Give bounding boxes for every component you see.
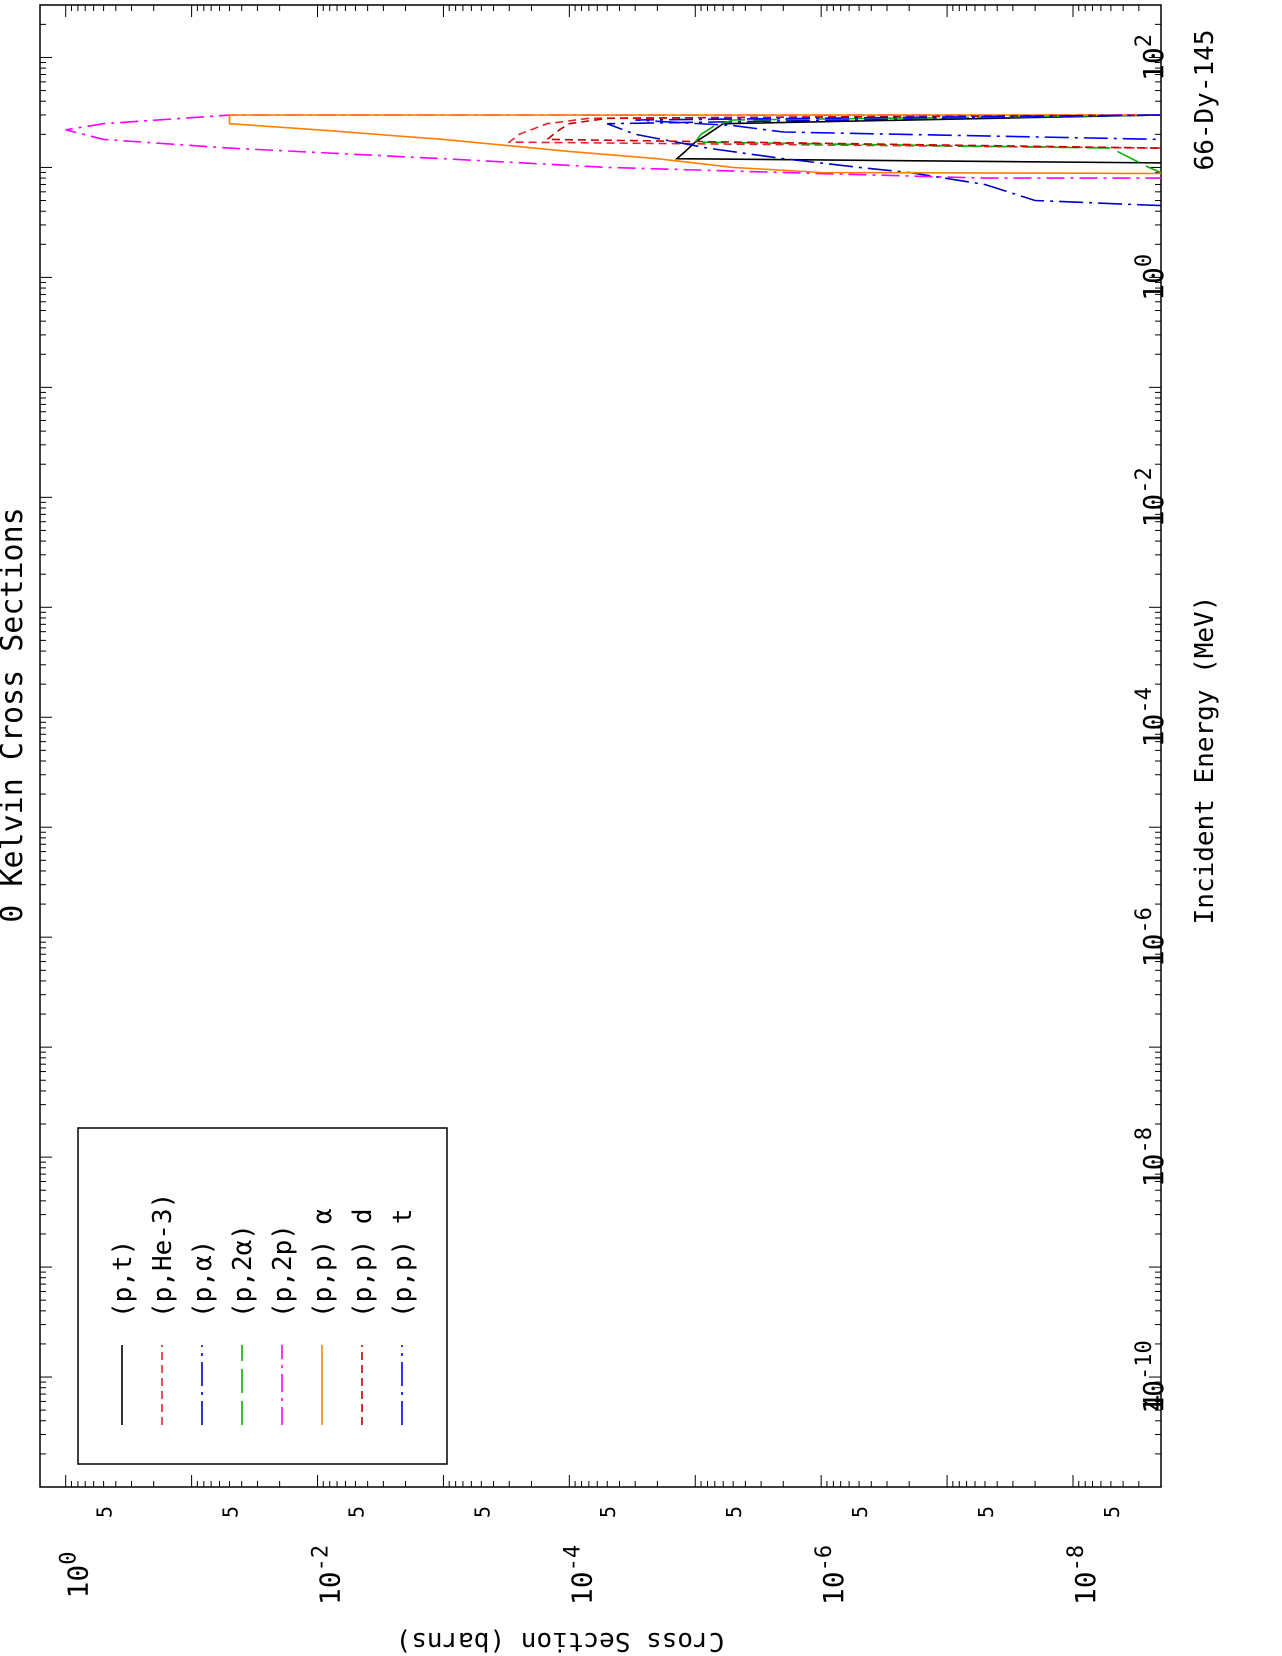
legend-label-5: (p,2p): [268, 1224, 298, 1318]
y-minor-tick-label: 5: [722, 1506, 746, 1518]
y-minor-tick-label: 5: [93, 1506, 117, 1518]
series-line-2: [507, 114, 1162, 149]
x-tick-label: 10-6: [1132, 907, 1170, 967]
series-line-3: [606, 114, 1162, 207]
y-tick-label: 10-2: [309, 1545, 347, 1605]
y-tick-label: 10-4: [560, 1545, 598, 1605]
x-tick-label: 4: [1137, 1395, 1170, 1412]
x-axis-label: Incident Energy (MeV): [1190, 596, 1220, 925]
y-minor-tick-label: 5: [219, 1506, 243, 1518]
x-tick-label: 10-4: [1132, 687, 1170, 747]
legend: (p,t) (p,He-3) (p,α) (p,2α) (p,2p) (p,p) α (p,…: [77, 1127, 448, 1465]
series-line-6: [228, 114, 1162, 175]
legend-label-7: (p,p) d: [348, 1208, 378, 1318]
y-minor-tick-label: 5: [344, 1506, 368, 1518]
x-tick-label: 10-8: [1132, 1127, 1170, 1187]
legend-label-8: (p,p) t: [388, 1208, 418, 1318]
chart-title: 0 Kelvin Cross Sections: [0, 507, 30, 922]
x-tick-label: 102: [1132, 34, 1170, 81]
series-line-7: [544, 114, 1162, 149]
legend-label-3: (p,α): [188, 1240, 218, 1318]
y-minor-tick-label: 5: [470, 1506, 494, 1518]
y-tick-label: 10-8: [1064, 1545, 1102, 1605]
legend-label-1: (p,t): [108, 1240, 138, 1318]
y-tick-label: 10-6: [812, 1545, 850, 1605]
tick-marks-layer: [40, 4, 1162, 1488]
x-tick-label: 100: [1132, 254, 1170, 301]
y-tick-label: 100: [57, 1552, 95, 1599]
x-tick-label: 10-10: [1132, 1340, 1170, 1413]
legend-label-6: (p,p) α: [308, 1208, 338, 1318]
y-minor-tick-label: 5: [848, 1506, 872, 1518]
y-minor-tick-label: 5: [596, 1506, 620, 1518]
labels-layer: 0 Kelvin Cross Sections Incident Energy (…: [0, 30, 1220, 1656]
material-id-label: 66-Dy-145: [1190, 30, 1220, 171]
legend-box: [77, 1127, 448, 1465]
series-line-4: [693, 114, 1162, 174]
legend-label-2: (p,He-3): [148, 1193, 178, 1318]
y-axis-label: Cross Section (barns): [396, 1626, 725, 1656]
series-line-8: [635, 114, 1162, 141]
series-layer: [65, 114, 1162, 207]
plot-frame-layer: [39, 4, 1162, 1488]
y-minor-tick-label: 5: [1100, 1506, 1124, 1518]
x-tick-label: 10-2: [1132, 467, 1170, 527]
plot-frame: [39, 4, 1162, 1488]
legend-label-4: (p,2α): [228, 1224, 258, 1318]
series-line-5: [65, 114, 1162, 179]
y-minor-tick-label: 5: [974, 1506, 998, 1518]
